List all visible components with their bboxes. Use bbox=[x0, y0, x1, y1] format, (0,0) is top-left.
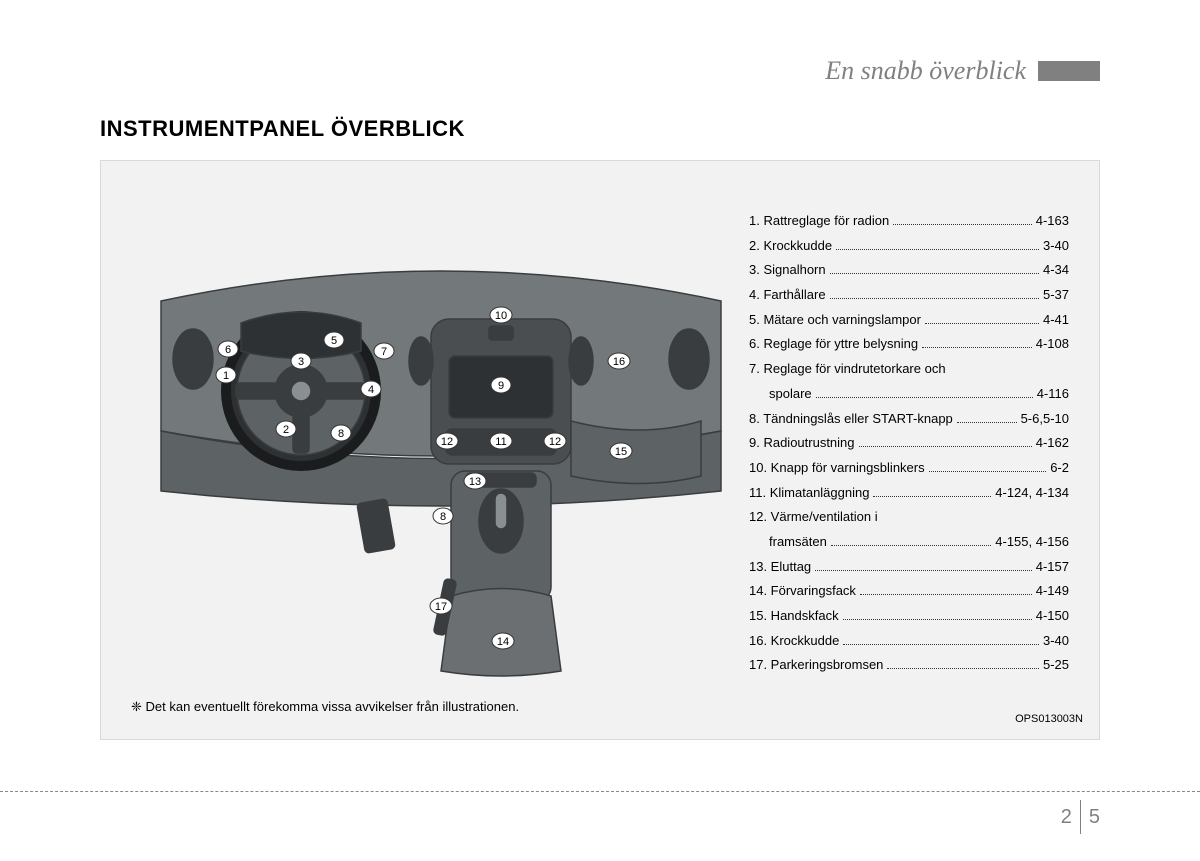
image-code: OPS013003N bbox=[1015, 713, 1083, 725]
list-item-14: 14. Förvaringsfack4-149 bbox=[749, 579, 1069, 604]
list-item-12a: 12. Värme/ventilation i bbox=[749, 505, 1069, 530]
manual-page: En snabb överblick INSTRUMENTPANEL ÖVERB… bbox=[0, 0, 1200, 861]
list-item-1: 1. Rattreglage för radion4-163 bbox=[749, 209, 1069, 234]
list-item-5: 5. Mätare och varningslampor4-41 bbox=[749, 308, 1069, 333]
list-item-6: 6. Reglage för yttre belysning4-108 bbox=[749, 332, 1069, 357]
page-footer: 2 5 bbox=[1061, 800, 1100, 834]
reference-list: 1. Rattreglage för radion4-163 2. Krockk… bbox=[749, 209, 1069, 678]
list-item-7b: spolare4-116 bbox=[749, 382, 1069, 407]
list-item-10: 10. Knapp för varningsblinkers6-2 bbox=[749, 456, 1069, 481]
dashboard-diagram: 1 2 3 4 5 6 7 8 8 9 10 11 12 12 13 14 15 bbox=[131, 201, 751, 681]
list-item-2: 2. Krockkudde3-40 bbox=[749, 234, 1069, 259]
callout-12b: 12 bbox=[549, 436, 561, 448]
list-item-7a: 7. Reglage för vindrutetorkare och bbox=[749, 357, 1069, 382]
callout-11: 11 bbox=[495, 436, 506, 448]
list-item-4: 4. Farthållare5-37 bbox=[749, 283, 1069, 308]
list-item-11: 11. Klimatanläggning4-124, 4-134 bbox=[749, 481, 1069, 506]
list-item-15: 15. Handskfack4-150 bbox=[749, 604, 1069, 629]
callout-3: 3 bbox=[298, 356, 304, 368]
callout-9: 9 bbox=[498, 380, 504, 392]
list-item-9: 9. Radioutrustning4-162 bbox=[749, 431, 1069, 456]
list-item-12b: framsäten4-155, 4-156 bbox=[749, 530, 1069, 555]
callout-8b: 8 bbox=[440, 511, 446, 523]
callout-4: 4 bbox=[368, 384, 374, 396]
list-item-13: 13. Eluttag4-157 bbox=[749, 555, 1069, 580]
callout-10: 10 bbox=[495, 310, 507, 322]
footer-divider bbox=[1080, 800, 1081, 834]
chapter-number: 2 bbox=[1061, 806, 1072, 829]
callout-13: 13 bbox=[469, 476, 481, 488]
callout-7: 7 bbox=[381, 346, 387, 358]
section-title: INSTRUMENTPANEL ÖVERBLICK bbox=[100, 116, 465, 142]
callout-12a: 12 bbox=[441, 436, 453, 448]
page-header: En snabb överblick bbox=[100, 56, 1100, 86]
header-title: En snabb överblick bbox=[825, 56, 1026, 86]
callout-15: 15 bbox=[615, 446, 627, 458]
callout-2: 2 bbox=[283, 424, 289, 436]
content-panel: 1 2 3 4 5 6 7 8 8 9 10 11 12 12 13 14 15 bbox=[100, 160, 1100, 740]
callout-8a: 8 bbox=[338, 428, 344, 440]
dashboard-svg: 1 2 3 4 5 6 7 8 8 9 10 11 12 12 13 14 15 bbox=[131, 201, 751, 681]
page-divider bbox=[0, 791, 1200, 792]
list-item-17: 17. Parkeringsbromsen5-25 bbox=[749, 653, 1069, 678]
callout-14: 14 bbox=[497, 636, 509, 648]
list-item-16: 16. Krockkudde3-40 bbox=[749, 629, 1069, 654]
page-number: 5 bbox=[1089, 806, 1100, 829]
list-item-3: 3. Signalhorn4-34 bbox=[749, 258, 1069, 283]
callout-1: 1 bbox=[223, 370, 229, 382]
callout-5: 5 bbox=[331, 335, 337, 347]
callout-16: 16 bbox=[613, 356, 625, 368]
callout-17: 17 bbox=[435, 601, 447, 613]
diagram-note: ❈ Det kan eventuellt förekomma vissa avv… bbox=[131, 699, 519, 715]
callout-6: 6 bbox=[225, 344, 231, 356]
list-item-8: 8. Tändningslås eller START-knapp5-6,5-1… bbox=[749, 407, 1069, 432]
header-accent-bar bbox=[1038, 61, 1100, 81]
